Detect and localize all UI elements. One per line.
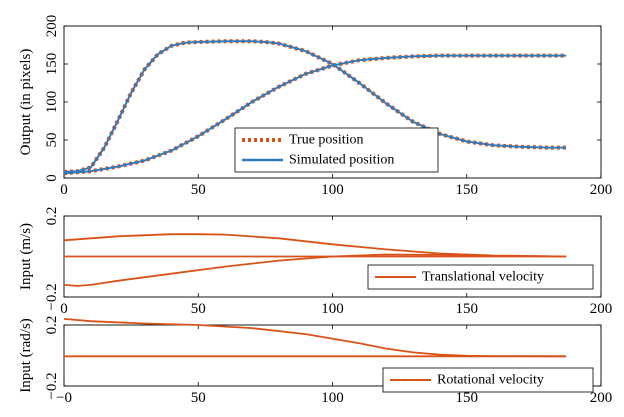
- legend-label: True position: [289, 133, 364, 148]
- x-tick-label: 100: [321, 182, 344, 198]
- x-tick-label: 0: [60, 182, 68, 198]
- x-tick-label: 150: [456, 301, 479, 317]
- legend: Translational velocity: [367, 264, 594, 290]
- panel-3: −0 50 100 150 200 −0.2 0.2 Input (rad/s) Rotatio…: [18, 316, 612, 406]
- x-tick-label: 0: [60, 301, 68, 317]
- legend-label: Translational velocity: [422, 270, 544, 285]
- x-tick-label: 150: [456, 390, 479, 406]
- y-tick-label: −0.2: [44, 372, 60, 399]
- series-line-translational-velocity: [63, 233, 567, 258]
- legend: Rotational velocity: [382, 367, 594, 393]
- x-tick-label: −0: [56, 390, 72, 406]
- y-tick-label: 150: [44, 53, 60, 76]
- x-tick-label: 50: [191, 390, 206, 406]
- x-tick-label: 200: [590, 301, 613, 317]
- series-line-simulated-position: [63, 40, 567, 173]
- y-tick-label: −0.2: [44, 283, 60, 310]
- x-tick-label: 200: [590, 182, 613, 198]
- y-axis-label: Input (rad/s): [18, 318, 34, 393]
- x-tick-label: 50: [191, 301, 206, 317]
- x-tick-label: 150: [456, 182, 479, 198]
- y-tick-label: 100: [44, 91, 60, 114]
- series-line-translational-velocity: [63, 253, 567, 287]
- series-line-simulated-position: [63, 54, 567, 175]
- y-axis-label: Input (m/s): [18, 223, 34, 290]
- series-line-rotational-velocity: [63, 318, 567, 358]
- x-tick-label: 200: [590, 390, 613, 406]
- legend-label: Rotational velocity: [437, 373, 544, 388]
- y-axis-label: Output (in pixels): [18, 49, 34, 156]
- legend-box: [234, 127, 439, 173]
- y-tick-label: 50: [44, 133, 60, 148]
- x-tick-label: 100: [321, 301, 344, 317]
- panel-1: 0 50 100 150 200 0 50 100 150 200 Output (in pixel…: [18, 15, 612, 198]
- panel-2: 0 50 100 150 200 −0.2 0.2 Input (m/s) Translatio…: [18, 207, 612, 317]
- y-tick-label: 0: [44, 174, 60, 182]
- y-tick-label: 0.2: [44, 316, 60, 335]
- y-tick-label: 200: [44, 15, 60, 38]
- legend-label: Simulated position: [289, 153, 394, 168]
- x-tick-label: 100: [321, 390, 344, 406]
- x-tick-label: 50: [191, 182, 206, 198]
- y-tick-label: 0.2: [44, 207, 60, 226]
- legend: True position Simulated position: [234, 127, 439, 173]
